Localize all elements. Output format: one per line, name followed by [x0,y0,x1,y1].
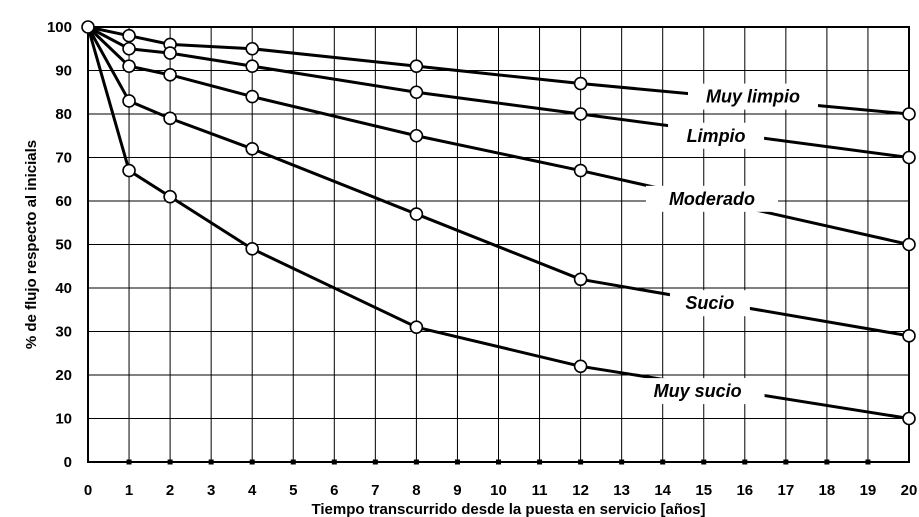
series-label-sucio: Sucio [685,293,734,313]
x-tick-mark-9 [454,459,460,465]
y-tick-label-10: 10 [55,411,72,428]
x-tick-label-12: 12 [572,482,589,499]
point-limpio-2 [163,46,177,60]
point-muy-sucio-1 [122,163,136,178]
y-tick-label-80: 80 [55,106,72,123]
point-limpio-12 [573,107,588,121]
x-tick-mark-3 [208,459,214,465]
axis-ticks: 0 1 2 3 4 5 6 7 8 9 10 11 12 13 14 15 16 17 18 19 2001020304… [47,19,917,499]
point-moderado-12 [573,163,588,178]
point-muy-limpio-4 [245,41,259,56]
x-tick-label-15: 15 [695,482,712,499]
point-moderado-20 [902,237,916,252]
point-moderado-8 [409,128,424,143]
x-tick-mark-5 [290,459,296,465]
series-label-limpio: Limpio [687,126,746,146]
series-label-moderado: Moderado [669,189,755,209]
point-muy-limpio-1 [122,28,136,43]
x-tick-mark-4 [249,459,255,465]
series-label-bg-sucio [669,290,750,317]
point-muy-limpio-20 [902,107,916,121]
x-tick-mark-1 [126,459,132,465]
series-labels: Muy limpio Limpio Moderado Sucio Muy sucio [630,83,819,405]
x-tick-label-20: 20 [901,482,918,499]
x-tick-label-17: 17 [778,482,795,499]
x-tick-mark-17 [783,459,789,465]
point-limpio-20 [902,150,916,165]
y-tick-label-40: 40 [55,280,72,297]
series-label-muy-limpio: Muy limpio [706,87,800,107]
series-label-bg-limpio [668,122,765,149]
x-tick-mark-18 [824,459,830,465]
y-tick-label-0: 0 [64,454,72,471]
y-tick-label-90: 90 [55,63,72,80]
point-sucio-20 [902,329,916,343]
x-tick-mark-7 [372,459,378,465]
point-muy-limpio-8 [409,59,424,73]
y-tick-label-60: 60 [55,193,72,210]
x-tick-label-3: 3 [207,482,215,499]
point-limpio-4 [245,59,259,73]
point-sucio-12 [573,272,588,287]
point-muy-limpio-12 [573,76,588,91]
y-tick-label-50: 50 [55,237,72,254]
y-tick-label-20: 20 [55,367,72,384]
point-moderado-4 [245,89,259,104]
point-limpio-8 [409,85,424,100]
point-sucio-2 [163,111,177,126]
x-tick-label-19: 19 [860,482,877,499]
x-tick-mark-13 [619,459,625,465]
x-tick-label-8: 8 [412,482,420,499]
x-tick-mark-16 [742,459,748,465]
x-tick-label-4: 4 [248,482,257,499]
x-tick-mark-15 [701,459,707,465]
x-tick-label-6: 6 [330,482,338,499]
point-moderado-2 [163,68,177,82]
x-tick-mark-19 [865,459,871,465]
x-tick-mark-6 [331,459,337,465]
series-label-bg-moderado [645,185,778,212]
x-tick-mark-10 [496,459,501,465]
y-tick-label-70: 70 [55,150,72,167]
series-label-bg-muy-sucio [630,378,765,405]
x-tick-label-9: 9 [453,482,461,499]
x-tick-mark-2 [167,459,173,465]
series-markers [81,20,916,426]
point-sucio-4 [245,142,259,156]
series-label-muy-sucio: Muy sucio [654,381,742,401]
x-tick-mark-11 [537,459,543,465]
point-sucio-8 [409,207,424,221]
x-tick-label-0: 0 [84,482,92,499]
y-tick-label-100: 100 [47,19,72,36]
x-axis-title: Tiempo transcurrido desde la puesta en s… [311,501,705,517]
point-muy-sucio-20 [902,411,916,426]
x-tick-label-16: 16 [736,482,753,499]
x-tick-mark-14 [660,459,666,465]
x-tick-label-7: 7 [371,482,379,499]
point-limpio-1 [122,41,136,56]
series-label-bg-muy-limpio [688,83,819,110]
x-tick-label-5: 5 [289,482,297,499]
y-tick-label-30: 30 [55,324,72,341]
x-tick-mark-8 [413,459,419,465]
point-origin-100 [81,20,95,34]
y-axis-title: % de flujo respecto al inicials [23,140,40,349]
x-tick-label-11: 11 [532,482,548,499]
point-moderado-1 [122,59,136,73]
x-tick-mark-12 [578,459,584,465]
point-sucio-1 [122,94,136,108]
x-tick-label-10: 10 [490,482,507,499]
point-muy-sucio-4 [245,242,259,256]
x-tick-label-1: 1 [125,482,133,499]
point-muy-sucio-12 [573,359,588,374]
point-muy-sucio-2 [163,189,177,204]
x-tick-label-14: 14 [654,482,671,499]
x-tick-label-18: 18 [819,482,836,499]
x-tick-label-13: 13 [613,482,630,499]
point-muy-sucio-8 [409,320,424,334]
x-tick-label-2: 2 [166,482,174,499]
